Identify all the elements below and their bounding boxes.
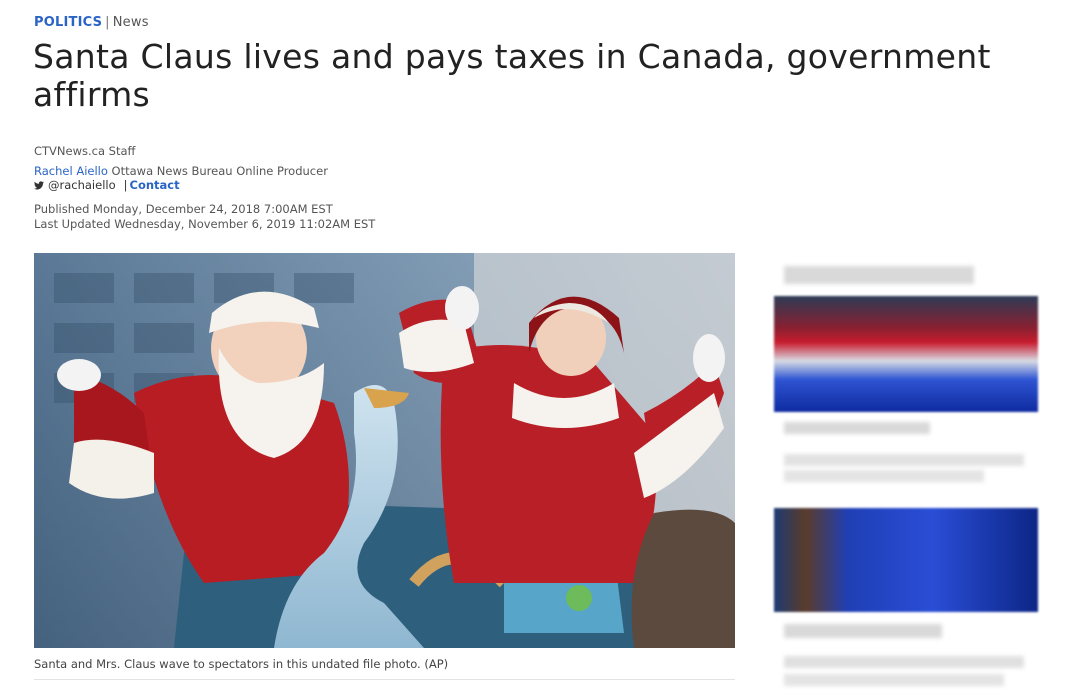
contact-separator: | [123, 178, 128, 192]
sidebar-blurred-line-4 [784, 624, 942, 638]
image-caption: Santa and Mrs. Claus wave to spectators … [34, 657, 449, 671]
breadcrumb-separator: | [105, 15, 110, 30]
twitter-handle-link[interactable]: @rachaiello [48, 178, 116, 192]
twitter-icon[interactable] [34, 181, 44, 190]
article-source: CTVNews.ca Staff [34, 144, 136, 158]
sidebar-promo-image-1[interactable] [774, 296, 1038, 412]
sidebar-promo-image-2[interactable] [774, 508, 1038, 612]
author-role: Ottawa News Bureau Online Producer [111, 164, 328, 178]
category-link[interactable]: POLITICS [34, 15, 103, 30]
published-date: Published Monday, December 24, 2018 7:00… [34, 202, 333, 216]
article-hero-image [34, 253, 735, 648]
author-name-link[interactable]: Rachel Aiello [34, 164, 108, 178]
santa-parade-photo-icon [34, 253, 735, 648]
sidebar-blurred-heading [784, 266, 974, 284]
article-headline: Santa Claus lives and pays taxes in Cana… [33, 37, 991, 114]
sidebar-blurred-line-5 [784, 656, 1024, 668]
caption-divider [34, 679, 735, 680]
sidebar-blurred-line-3 [784, 470, 984, 482]
author-social-line: @rachaiello | Contact [34, 178, 180, 192]
sidebar-blurred-line-2 [784, 454, 1024, 466]
author-line: Rachel Aiello Ottawa News Bureau Online … [34, 164, 328, 178]
contact-link[interactable]: Contact [129, 178, 180, 192]
sidebar-blurred-line-6 [784, 674, 1004, 686]
sidebar-blurred-line-1 [784, 422, 930, 434]
updated-date: Last Updated Wednesday, November 6, 2019… [34, 217, 376, 231]
subcategory-link[interactable]: News [112, 15, 149, 30]
breadcrumb: POLITICS | News [34, 15, 149, 30]
